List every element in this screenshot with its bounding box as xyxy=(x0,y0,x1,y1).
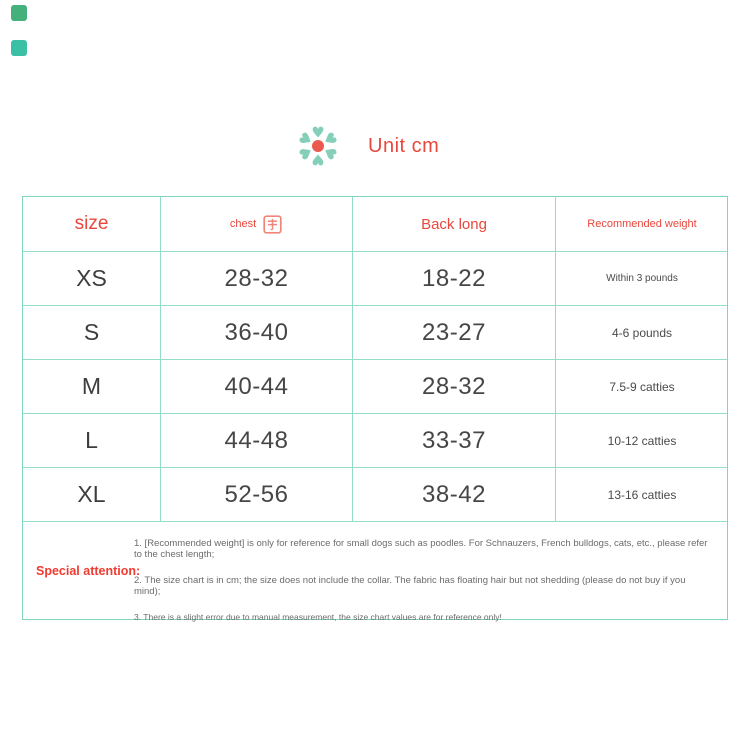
special-attention-label: Special attention: xyxy=(36,563,141,578)
back-cell: 23-27 xyxy=(353,306,556,359)
table-row-l: L 44-48 33-37 10-12 catties xyxy=(23,414,727,468)
header-cell-recommended-weight: Recommended weight xyxy=(556,197,728,251)
table-row-s: S 36-40 23-27 4-6 pounds xyxy=(23,306,727,360)
chest-cell: 40-44 xyxy=(161,360,353,413)
note-line-3: 3. There is a slight error due to manual… xyxy=(134,612,502,622)
recommended-weight-header-label: Recommended weight xyxy=(587,218,697,230)
heart-petal-icon: ♥ xyxy=(311,123,325,142)
size-cell: S xyxy=(23,306,161,359)
back-cell: 38-42 xyxy=(353,468,556,521)
size-table: size chest Back long Recommended weight xyxy=(22,196,728,622)
teal-square-decor xyxy=(11,40,27,56)
unit-label: Unit cm xyxy=(368,135,440,157)
weight-cell: 4-6 pounds xyxy=(611,325,673,340)
note-line-1: 1. [Recommended weight] is only for refe… xyxy=(134,538,708,560)
notes-row: Special attention: 1. [Recommended weigh… xyxy=(23,522,727,622)
chest-header-label: chest xyxy=(229,218,257,230)
table-row-xl: XL 52-56 38-42 13-16 catties xyxy=(23,468,727,522)
back-cell: 28-32 xyxy=(353,360,556,413)
weight-cell: Within 3 pounds xyxy=(606,273,678,284)
size-cell: L xyxy=(23,414,161,467)
note-line-2: 2. The size chart is in cm; the size doe… xyxy=(134,575,686,597)
girth-character-icon xyxy=(263,214,282,234)
back-cell: 33-37 xyxy=(353,414,556,467)
size-cell: M xyxy=(23,360,161,413)
header-cell-size: size xyxy=(23,197,161,251)
back-cell: 18-22 xyxy=(353,252,556,305)
size-header-label: size xyxy=(74,213,109,234)
notes-list: 1. [Recommended weight] is only for refe… xyxy=(134,522,727,623)
table-header-row: size chest Back long Recommended weight xyxy=(23,197,727,252)
flower-hearts-icon: ♥ ♥ ♥ ♥ ♥ ♥ xyxy=(295,123,341,169)
table-row-m: M 40-44 28-32 7.5-9 catties xyxy=(23,360,727,414)
green-square-decor xyxy=(11,5,27,21)
size-cell: XL xyxy=(23,468,161,521)
flower-center-dot xyxy=(312,140,324,152)
header-cell-back-long: Back long xyxy=(353,197,556,251)
chest-cell: 44-48 xyxy=(161,414,353,467)
header-cell-chest: chest xyxy=(161,197,353,251)
chest-cell: 52-56 xyxy=(161,468,353,521)
chest-cell: 36-40 xyxy=(161,306,353,359)
weight-cell: 13-16 catties xyxy=(607,487,677,502)
chest-cell: 28-32 xyxy=(161,252,353,305)
back-long-header-label: Back long xyxy=(421,215,487,233)
size-cell: XS xyxy=(23,252,161,305)
table-row-xs: XS 28-32 18-22 Within 3 pounds xyxy=(23,252,727,306)
weight-cell: 10-12 catties xyxy=(607,433,677,448)
weight-cell: 7.5-9 catties xyxy=(609,379,675,394)
